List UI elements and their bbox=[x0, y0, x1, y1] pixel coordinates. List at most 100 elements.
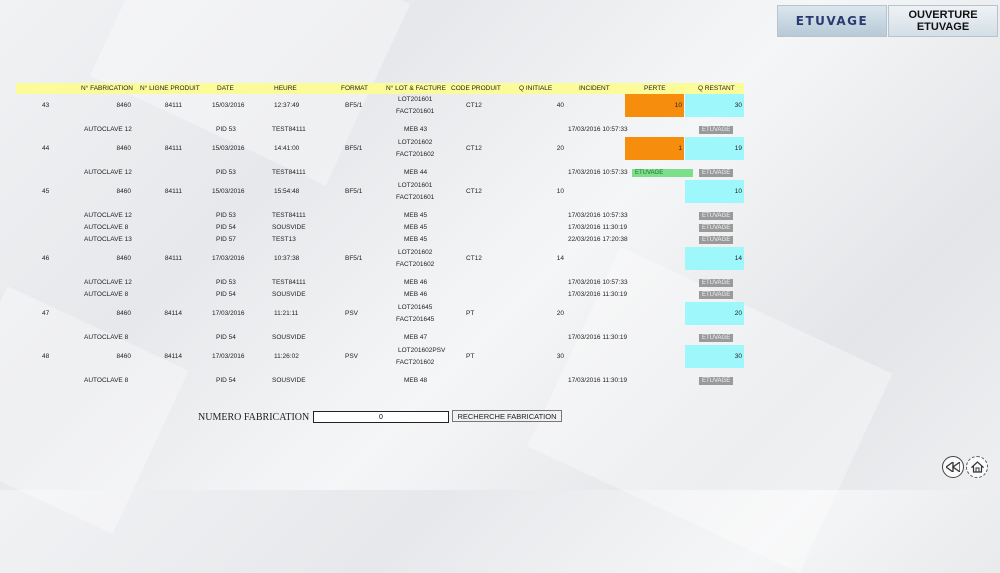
fabrication-number: 8460 bbox=[116, 145, 131, 152]
table-row: 46 8460 84111 17/03/2016 10:37:38 BF5/1 LOT201… bbox=[16, 247, 744, 278]
table-row: 43 8460 84111 15/03/2016 12:37:49 BF5/1 LOT201… bbox=[16, 94, 744, 125]
date-value: 17/03/2016 bbox=[212, 353, 245, 360]
search-fabrication-button[interactable]: RECHERCHE FABRICATION bbox=[452, 410, 562, 422]
rewind-icon[interactable] bbox=[942, 456, 964, 478]
etuvage-badge-button[interactable]: ETUVAGE bbox=[699, 334, 734, 342]
date-value: 15/03/2016 bbox=[212, 102, 245, 109]
lot-number: LOT201601 bbox=[398, 182, 433, 189]
test-value: SOUSVIDE bbox=[272, 291, 306, 298]
pid-value: PID 57 bbox=[216, 236, 236, 243]
autoclave-name: AUTOCLAVE 12 bbox=[84, 279, 132, 286]
etuvage-badge-button[interactable]: ETUVAGE bbox=[699, 126, 734, 134]
meb-value: MEB 45 bbox=[404, 212, 428, 219]
format-value: BF5/1 bbox=[345, 255, 363, 262]
home-icon-svg bbox=[970, 461, 984, 473]
code-produit: CT12 bbox=[466, 145, 482, 152]
etuvage-badge-button[interactable]: ETUVAGE bbox=[699, 236, 734, 244]
fabrication-number-input[interactable] bbox=[313, 411, 449, 423]
incident-datetime: 17/03/2016 10:57:33 bbox=[568, 279, 628, 286]
facture-number: FACT201645 bbox=[396, 316, 435, 323]
perte-cell bbox=[625, 137, 684, 160]
etuvage-badge-button[interactable]: ETUVAGE bbox=[699, 291, 734, 299]
col-perte: PERTE bbox=[644, 85, 666, 92]
incident-datetime: 17/03/2016 11:30:19 bbox=[568, 334, 628, 341]
etuvage-status-badge[interactable]: ETUVAGE bbox=[632, 169, 693, 177]
facture-number: FACT201602 bbox=[396, 261, 435, 268]
date-value: 15/03/2016 bbox=[212, 145, 245, 152]
date-value: 17/03/2016 bbox=[212, 310, 245, 317]
etuvage-button[interactable]: ETUVAGE bbox=[777, 5, 887, 37]
fabrication-number: 8460 bbox=[116, 353, 131, 360]
ouverture-etuvage-label: OUVERTURE ETUVAGE bbox=[908, 9, 977, 33]
heure-value: 12:37:49 bbox=[274, 102, 300, 109]
ouverture-etuvage-button[interactable]: OUVERTURE ETUVAGE bbox=[888, 5, 998, 37]
etuvage-badge-button[interactable]: ETUVAGE bbox=[699, 279, 734, 287]
etuvage-badge-button[interactable]: ETUVAGE bbox=[699, 377, 734, 385]
ligne-produit: 84111 bbox=[164, 188, 182, 195]
pid-value: PID 53 bbox=[216, 279, 236, 286]
format-value: BF5/1 bbox=[345, 188, 363, 195]
q-initiale: 10 bbox=[556, 188, 564, 195]
test-value: TEST84111 bbox=[272, 169, 306, 176]
lot-number: LOT201601 bbox=[398, 96, 433, 103]
date-value: 15/03/2016 bbox=[212, 188, 245, 195]
incident-datetime: 17/03/2016 10:57:33 bbox=[568, 126, 628, 133]
table-row: 48 8460 84114 17/03/2016 11:26:02 PSV LOT20160… bbox=[16, 345, 744, 376]
etuvage-badge-button[interactable]: ETUVAGE bbox=[699, 224, 734, 232]
ligne-produit: 84111 bbox=[164, 102, 182, 109]
col-heure: HEURE bbox=[274, 85, 297, 92]
meb-value: MEB 45 bbox=[404, 224, 428, 231]
q-restant-cell bbox=[685, 302, 744, 325]
perte-cell bbox=[625, 302, 684, 325]
meb-value: MEB 43 bbox=[404, 126, 428, 133]
incident-datetime: 22/03/2016 17:20:38 bbox=[568, 236, 628, 243]
perte-value: 10 bbox=[674, 102, 682, 109]
autoclave-name: AUTOCLAVE 8 bbox=[84, 377, 129, 384]
table-body: 43 8460 84111 15/03/2016 12:37:49 BF5/1 LOT201… bbox=[16, 94, 744, 388]
fabrication-table: N° FABRICATION N° LIGNE PRODUIT DATE HEU… bbox=[16, 83, 744, 388]
sub-row: AUTOCLAVE 13 PID 57 TEST13 MEB 45 22/03/2016… bbox=[16, 235, 744, 247]
facture-number: FACT201601 bbox=[396, 108, 435, 115]
etuvage-badge-button[interactable]: ETUVAGE bbox=[699, 212, 734, 220]
test-value: SOUSVIDE bbox=[272, 377, 306, 384]
etuvage-badge-button[interactable]: ETUVAGE bbox=[699, 169, 734, 177]
perte-cell bbox=[625, 247, 684, 270]
sub-row: AUTOCLAVE 8 PID 54 SOUSVIDE MEB 46 17/03/201… bbox=[16, 290, 744, 302]
autoclave-name: AUTOCLAVE 12 bbox=[84, 169, 132, 176]
meb-value: MEB 48 bbox=[404, 377, 428, 384]
perte-cell bbox=[625, 180, 684, 203]
col-q-restant: Q RESTANT bbox=[698, 85, 735, 92]
test-value: SOUSVIDE bbox=[272, 334, 306, 341]
q-restant-cell bbox=[685, 345, 744, 368]
incident-datetime: 17/03/2016 10:57:33 bbox=[568, 169, 628, 176]
lot-number: LOT201645 bbox=[398, 304, 433, 311]
col-incident: INCIDENT bbox=[579, 85, 610, 92]
home-icon[interactable] bbox=[966, 456, 988, 478]
q-initiale: 30 bbox=[556, 353, 564, 360]
heure-value: 10:37:38 bbox=[274, 255, 300, 262]
code-produit: PT bbox=[466, 310, 475, 317]
rewind-icon-svg bbox=[946, 462, 960, 472]
table-row: 47 8460 84114 17/03/2016 11:21:11 PSV LOT20164… bbox=[16, 302, 744, 333]
test-value: TEST84111 bbox=[272, 279, 306, 286]
perte-cell bbox=[625, 345, 684, 368]
meb-value: MEB 45 bbox=[404, 236, 428, 243]
row-id: 46 bbox=[42, 255, 50, 262]
ligne-produit: 84111 bbox=[164, 145, 182, 152]
ligne-produit: 84111 bbox=[164, 255, 182, 262]
q-restant-cell bbox=[685, 180, 744, 203]
facture-number: FACT201602 bbox=[396, 151, 435, 158]
ligne-produit: 84114 bbox=[164, 353, 182, 360]
sub-row: AUTOCLAVE 8 PID 54 SOUSVIDE MEB 48 17/03/201… bbox=[16, 376, 744, 388]
incident-datetime: 17/03/2016 11:30:19 bbox=[568, 377, 628, 384]
q-initiale: 20 bbox=[556, 310, 564, 317]
test-value: TEST84111 bbox=[272, 126, 306, 133]
perte-value: 1 bbox=[678, 145, 682, 152]
row-id: 44 bbox=[42, 145, 50, 152]
facture-number: FACT201602 bbox=[396, 359, 435, 366]
fabrication-number: 8460 bbox=[116, 188, 131, 195]
incident-datetime: 17/03/2016 10:57:33 bbox=[568, 212, 628, 219]
meb-value: MEB 47 bbox=[404, 334, 428, 341]
sub-row: AUTOCLAVE 12 PID 53 TEST84111 MEB 46 17/03/2… bbox=[16, 278, 744, 290]
heure-value: 15:54:48 bbox=[274, 188, 300, 195]
